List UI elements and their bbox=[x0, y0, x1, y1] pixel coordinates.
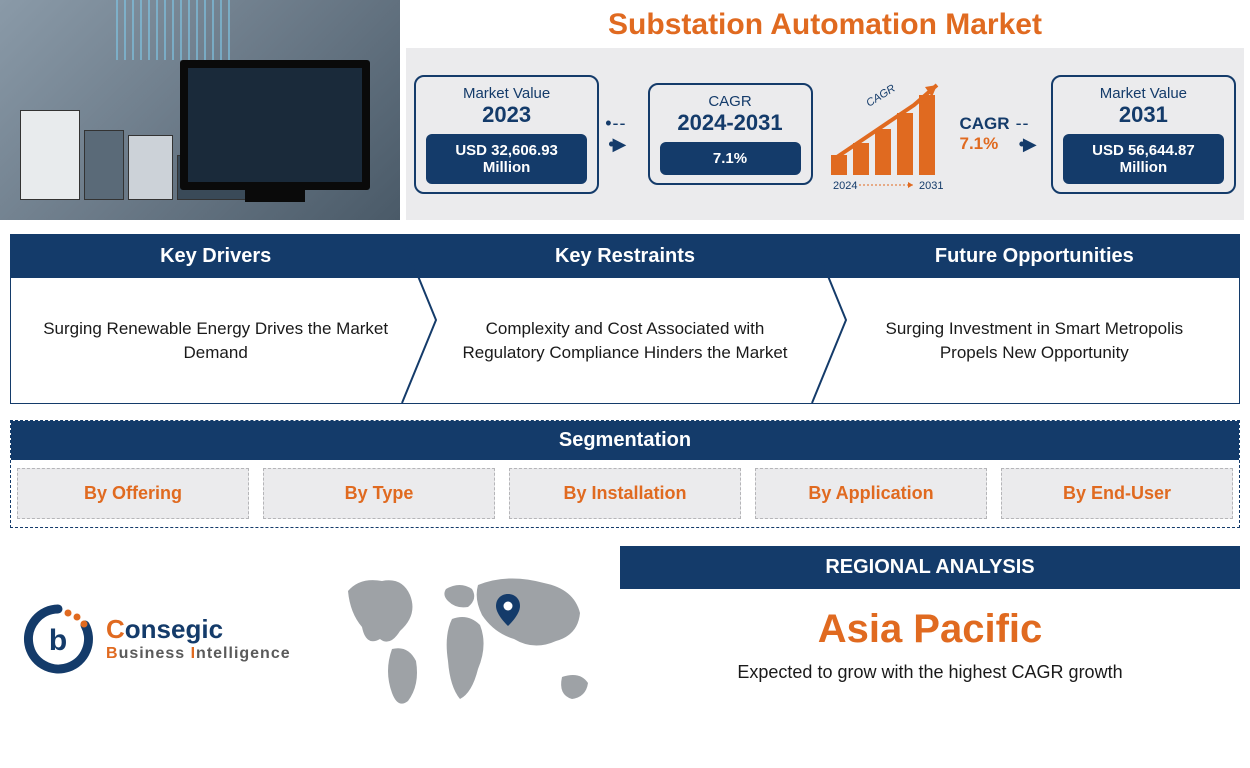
connector-icon: - - •▶ bbox=[1016, 113, 1045, 155]
top-right: Substation Automation Market Market Valu… bbox=[400, 0, 1250, 220]
stat-year: 2024-2031 bbox=[660, 110, 801, 136]
card-key-restraints: Key Restraints Complexity and Cost Assoc… bbox=[420, 235, 829, 403]
stat-label: Market Value bbox=[426, 85, 587, 102]
svg-text:2031: 2031 bbox=[919, 180, 943, 192]
card-header: Future Opportunities bbox=[830, 235, 1239, 278]
regional-title: Asia Pacific bbox=[620, 607, 1240, 652]
segmentation-section: Segmentation By Offering By Type By Instal… bbox=[10, 420, 1240, 528]
world-map bbox=[320, 546, 620, 731]
segmentation-item: By End-User bbox=[1001, 468, 1233, 519]
stat-label: Market Value bbox=[1063, 85, 1224, 102]
stat-badge: USD 32,606.93 Million bbox=[426, 134, 587, 184]
bar-chart-icon: CAGR 2024 2031 bbox=[819, 77, 954, 192]
svg-text:b: b bbox=[49, 624, 67, 657]
stat-year: 2023 bbox=[426, 102, 587, 128]
regional-analysis: REGIONAL ANALYSIS Asia Pacific Expected … bbox=[620, 546, 1250, 731]
infographic-root: Substation Automation Market Market Valu… bbox=[0, 0, 1250, 768]
map-icon bbox=[330, 559, 610, 719]
card-future-opportunities: Future Opportunities Surging Investment … bbox=[830, 235, 1239, 403]
card-header: Key Restraints bbox=[420, 235, 829, 278]
stat-box-cagr: CAGR 2024-2031 7.1% bbox=[648, 83, 813, 185]
location-pin-icon bbox=[496, 594, 520, 626]
regional-subtitle: Expected to grow with the highest CAGR g… bbox=[620, 662, 1240, 683]
stat-badge: USD 56,644.87 Million bbox=[1063, 134, 1224, 184]
cagr-growth-chart: CAGR 2024 2031 CAGR 7.1% bbox=[819, 77, 1010, 192]
card-key-drivers: Key Drivers Surging Renewable Energy Dri… bbox=[11, 235, 420, 403]
segmentation-row: By Offering By Type By Installation By Appl… bbox=[17, 468, 1233, 519]
card-body: Complexity and Cost Associated with Regu… bbox=[420, 278, 829, 403]
stat-box-2031: Market Value 2031 USD 56,644.87 Million bbox=[1051, 75, 1236, 194]
connector-icon: • - - •▶ bbox=[605, 113, 641, 155]
segmentation-item: By Type bbox=[263, 468, 495, 519]
hero-image bbox=[0, 0, 400, 220]
stat-box-2023: Market Value 2023 USD 32,606.93 Million bbox=[414, 75, 599, 194]
segmentation-header: Segmentation bbox=[11, 421, 1239, 460]
svg-text:2024: 2024 bbox=[833, 180, 857, 192]
cagr-text: CAGR 7.1% bbox=[960, 114, 1010, 154]
logo-icon: b bbox=[22, 603, 94, 675]
logo-text: Consegic Business Intelligence bbox=[106, 614, 291, 663]
bottom-row: b Consegic Business Intelligence bbox=[0, 546, 1250, 731]
cards-row: Key Drivers Surging Renewable Energy Dri… bbox=[10, 234, 1240, 404]
page-title: Substation Automation Market bbox=[400, 0, 1250, 48]
card-body: Surging Renewable Energy Drives the Mark… bbox=[11, 278, 420, 403]
brand-logo: b Consegic Business Intelligence bbox=[0, 546, 320, 731]
stat-year: 2031 bbox=[1063, 102, 1224, 128]
stats-bar: Market Value 2023 USD 32,606.93 Million … bbox=[406, 48, 1244, 220]
top-row: Substation Automation Market Market Valu… bbox=[0, 0, 1250, 220]
segmentation-item: By Offering bbox=[17, 468, 249, 519]
stat-label: CAGR bbox=[660, 93, 801, 110]
stat-badge: 7.1% bbox=[660, 142, 801, 175]
regional-header: REGIONAL ANALYSIS bbox=[620, 546, 1240, 589]
card-header: Key Drivers bbox=[11, 235, 420, 278]
segmentation-item: By Installation bbox=[509, 468, 741, 519]
segmentation-item: By Application bbox=[755, 468, 987, 519]
svg-text:CAGR: CAGR bbox=[864, 82, 897, 109]
card-body: Surging Investment in Smart Metropolis P… bbox=[830, 278, 1239, 403]
